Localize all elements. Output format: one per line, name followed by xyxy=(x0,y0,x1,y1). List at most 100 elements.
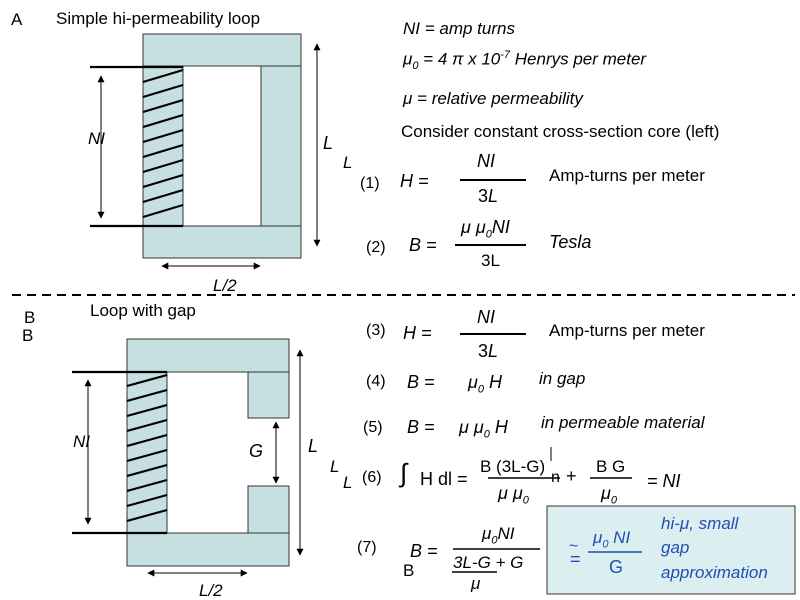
core-b-top-bar xyxy=(126,338,290,373)
eq6-term2-den: μ0 xyxy=(601,484,617,507)
core-b-right-upper-leg xyxy=(247,371,290,419)
def-mu0-value: = 4 π x 10 xyxy=(418,49,501,69)
core-a-right-leg xyxy=(260,65,302,227)
eq6-number: (6) xyxy=(362,469,382,486)
eq2-num-sub: 0 xyxy=(485,228,492,241)
coil-a-label: NI xyxy=(88,129,105,148)
eq1-numerator: NI xyxy=(477,151,495,171)
approx-note-line2: gap xyxy=(661,538,690,557)
core-a-top-bar xyxy=(142,33,302,67)
eq2-lhs: B = xyxy=(409,235,437,255)
section-b-letter: B xyxy=(24,308,36,327)
eq3-numerator: NI xyxy=(477,307,495,327)
core-a-half-width-label: L/2 xyxy=(213,276,237,295)
core-a-bottom-bar xyxy=(142,225,302,259)
approx-box xyxy=(546,505,796,595)
approx-note-line1: hi-μ, small xyxy=(661,514,739,533)
eq2-numerator: μ μ0NI xyxy=(461,218,510,241)
approx-tilde: ~ xyxy=(569,538,579,555)
eq5-rhs-sub: 0 xyxy=(483,428,490,441)
eq7-denominator: 3L-G + G xyxy=(453,554,523,571)
eq5-note: in permeable material xyxy=(541,413,705,432)
core-b-bottom-bar xyxy=(126,532,290,567)
eq5-number: (5) xyxy=(363,419,383,436)
eq5-rhs-h: H xyxy=(489,417,508,437)
eq1-den-digit: 3 xyxy=(478,186,489,206)
eq3-den-digit: 3 xyxy=(478,341,489,361)
eq4-rhs-h: H xyxy=(484,372,502,392)
approx-numerator: μ0 NI xyxy=(593,529,630,550)
section-b-letter-dup: B xyxy=(22,326,34,345)
eq6-lhs: H dl = xyxy=(420,469,468,489)
eq2-denominator: 3L xyxy=(481,251,500,270)
eq5-rhs-mu: μ μ xyxy=(459,417,484,437)
eq7-lhs: B = xyxy=(410,541,438,561)
core-b-half-width-label: L/2 xyxy=(199,581,223,600)
def-consider: Consider constant cross-section core (le… xyxy=(401,122,720,141)
eq6-term1-den-mu: μ μ xyxy=(498,483,523,503)
eq6-term2-num: B G xyxy=(596,457,626,476)
eq7-den-mu: μ xyxy=(471,574,481,593)
eq4-rhs-mu: μ xyxy=(468,372,478,392)
eq6-term2-den-sub: 0 xyxy=(610,494,617,507)
eq6-term1-num: B (3L-G) xyxy=(480,457,546,476)
core-b xyxy=(126,338,290,567)
approx-equals: = xyxy=(570,549,581,569)
eq7-den-inner: 3L-G xyxy=(453,553,491,572)
eq7-num-sub: 0 xyxy=(491,534,498,547)
eq1-number: (1) xyxy=(360,175,380,192)
eq4-lhs: B = xyxy=(407,372,435,392)
eq5-rhs: μ μ0 H xyxy=(459,418,508,441)
eq2-num-ni: NI xyxy=(491,217,510,237)
def-mu0-symbol: μ xyxy=(403,49,413,69)
eq7-num-ni: NI xyxy=(497,524,515,543)
def-mu0: μ0 = 4 π x 10-7 Henrys per meter xyxy=(403,50,646,72)
eq7-number: (7) xyxy=(357,539,377,556)
eq6-stray-char: n xyxy=(551,469,560,486)
def-mu-relative: μ = relative permeability xyxy=(403,89,583,108)
eq6-term2-den-mu: μ xyxy=(601,483,611,503)
coil-b xyxy=(72,370,168,535)
eq3-denominator: 3L xyxy=(478,342,498,360)
eq7-num-mu: μ xyxy=(482,524,492,543)
core-b-length-label-stray2: L xyxy=(343,473,353,492)
eq1-den-var: L xyxy=(488,186,499,206)
def-amp-turns: NI = amp turns xyxy=(403,19,515,38)
eq3-den-var: L xyxy=(488,341,499,361)
eq6-rhs: = NI xyxy=(647,471,681,491)
eq2-unit: Tesla xyxy=(549,232,592,252)
approx-num-mu: μ xyxy=(593,528,603,547)
approx-num-sub: 0 xyxy=(602,538,609,551)
eq4-rhs: μ0 H xyxy=(468,373,502,396)
section-a-title: Simple hi-permeability loop xyxy=(56,9,261,28)
eq6-term1-den: μ μ0 xyxy=(498,484,529,507)
approx-denominator: G xyxy=(609,557,624,577)
eq4-rhs-sub: 0 xyxy=(477,383,484,396)
eq2-number: (2) xyxy=(366,239,386,256)
section-b-title: Loop with gap xyxy=(90,301,196,320)
eq3-number: (3) xyxy=(366,322,386,339)
def-mu0-exp: -7 xyxy=(500,49,511,61)
eq4-note: in gap xyxy=(539,369,586,388)
core-a-length-label: L xyxy=(323,133,334,153)
eq2-num-mu: μ μ xyxy=(461,217,486,237)
coil-a xyxy=(90,65,184,228)
eq1-lhs: H = xyxy=(400,171,429,191)
section-a-letter: A xyxy=(11,10,23,29)
approx-num-ni: NI xyxy=(608,528,631,547)
approx-note-line3: approximation xyxy=(661,563,768,582)
eq6-plus: + xyxy=(566,466,577,486)
eq7-lhs-dup: B xyxy=(403,561,415,580)
eq6-term1-den-sub: 0 xyxy=(522,494,529,507)
eq3-unit: Amp-turns per meter xyxy=(549,321,705,340)
eq1-denominator: 3L xyxy=(478,187,498,205)
gap-label: G xyxy=(249,441,264,461)
coil-b-label: NI xyxy=(73,432,90,451)
eq7-den-plus-g: + G xyxy=(490,553,524,572)
eq7-numerator: μ0NI xyxy=(482,525,514,546)
eq4-number: (4) xyxy=(366,373,386,390)
eq3-lhs: H = xyxy=(403,323,432,343)
eq1-unit: Amp-turns per meter xyxy=(549,166,705,185)
def-mu0-unit: Henrys per meter xyxy=(510,49,647,69)
